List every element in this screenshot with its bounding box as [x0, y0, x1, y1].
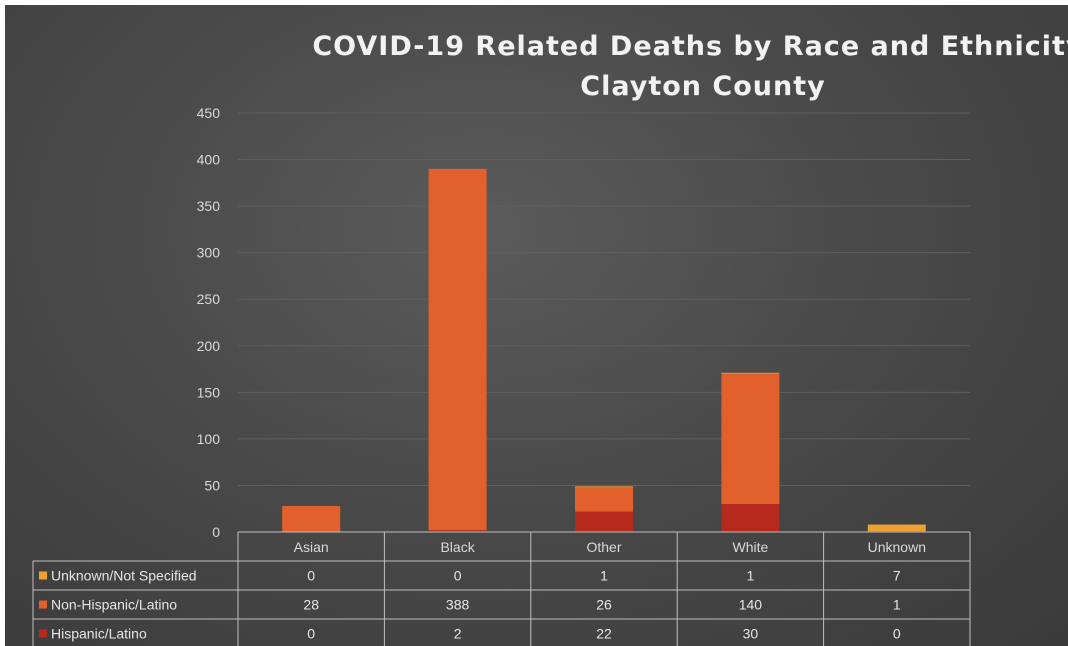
x-tick-label: White [733, 539, 769, 555]
data-label: 0 [307, 626, 315, 642]
bar-hispanic-latino-black [428, 530, 487, 532]
bar-unknown-not-specified-unknown [867, 524, 926, 532]
chart-title: COVID-19 Related Deaths by Race and Ethn… [233, 27, 1068, 107]
bar-non-hispanic-latino-asian [282, 505, 341, 532]
legend-entry: Hispanic/Latino [51, 626, 147, 642]
y-tick-label: 50 [204, 477, 220, 493]
x-tick-label: Other [586, 539, 621, 555]
data-label: 388 [446, 597, 470, 613]
bar-hispanic-latino-other [575, 511, 633, 532]
x-tick-label: Black [440, 539, 475, 555]
data-label: 28 [303, 597, 319, 613]
y-tick-label: 450 [197, 105, 221, 121]
legend-entry: Unknown/Not Specified [51, 568, 197, 584]
y-tick-label: 250 [197, 291, 221, 307]
y-tick-label: 350 [197, 198, 221, 214]
bar-unknown-not-specified-other [575, 486, 633, 488]
bar-non-hispanic-latino-black [428, 168, 487, 531]
data-label: 22 [596, 626, 612, 642]
legend-key [39, 600, 47, 609]
data-label: 26 [596, 597, 612, 613]
data-label: 7 [893, 568, 901, 584]
y-tick-label: 0 [212, 524, 220, 540]
x-tick-label: Asian [294, 539, 329, 555]
data-label: 0 [307, 568, 315, 584]
y-tick-label: 150 [197, 384, 221, 400]
chart-title-line-2: Clayton County [580, 71, 826, 102]
x-tick-label: Unknown [868, 539, 926, 555]
bar-unknown-not-specified-white [721, 372, 780, 374]
y-tick-label: 100 [197, 431, 221, 447]
legend-key [39, 629, 47, 638]
data-label: 1 [747, 568, 755, 584]
bar-hispanic-latino-white [721, 504, 780, 532]
data-label: 1 [893, 597, 901, 613]
data-label: 30 [743, 626, 759, 642]
y-tick-label: 200 [197, 338, 221, 354]
chart-area: COVID-19 Related Deaths by Race and Ethn… [5, 5, 1068, 646]
bar-non-hispanic-latino-other [575, 487, 633, 512]
data-label: 2 [454, 626, 462, 642]
legend-key [39, 571, 47, 580]
data-label: 140 [739, 597, 763, 613]
data-label: 0 [893, 626, 901, 642]
data-label: 0 [454, 568, 462, 584]
bar-non-hispanic-latino-white [721, 373, 780, 505]
legend-entry: Non-Hispanic/Latino [51, 597, 177, 613]
y-tick-label: 300 [197, 245, 221, 261]
chart-title-line-1: COVID-19 Related Deaths by Race and Ethn… [312, 31, 1068, 62]
y-tick-label: 400 [197, 152, 221, 168]
data-label: 1 [600, 568, 608, 584]
